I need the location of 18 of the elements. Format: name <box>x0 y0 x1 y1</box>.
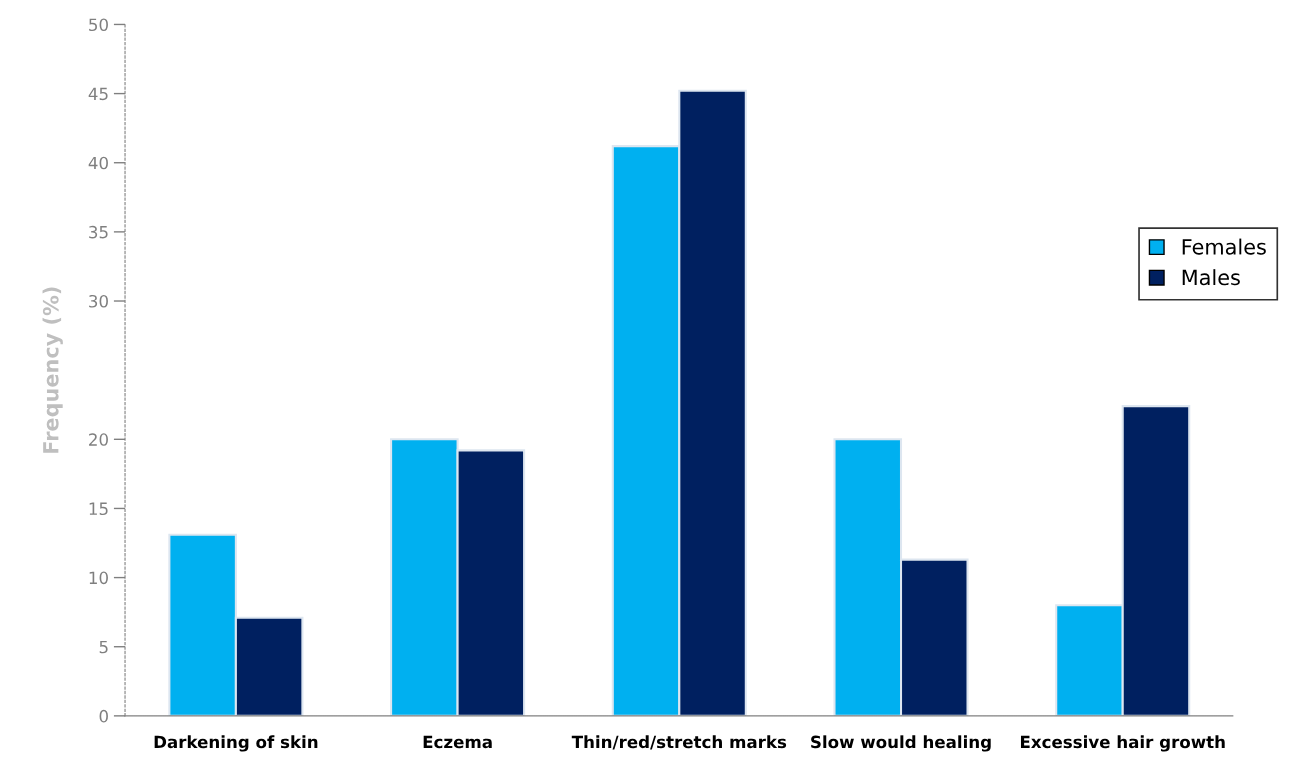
y-tick-label: 20 <box>89 433 108 446</box>
legend-label: Females <box>1182 238 1266 255</box>
y-tick-label: 30 <box>89 294 108 308</box>
x-tick-label: Thin/red/stretch marks <box>571 735 787 750</box>
x-tick-label: Excessive hair growth <box>1020 735 1225 752</box>
y-tick-label: 0 <box>99 709 108 723</box>
x-tick-label: Slow would healing <box>811 735 991 752</box>
y-tick-label: 45 <box>88 87 108 101</box>
y-tick-label: 35 <box>89 225 108 239</box>
y-tick-label: 50 <box>89 18 108 32</box>
y-tick-label: 5 <box>99 640 108 654</box>
y-tick-label: 15 <box>89 502 108 516</box>
x-tick-label: Darkening of skin <box>154 735 318 752</box>
x-tick-label: Eczema <box>423 735 492 749</box>
legend-label: Males <box>1182 269 1240 286</box>
y-axis-title: Frequency (%) <box>42 287 63 453</box>
y-tick-label: 10 <box>89 571 108 585</box>
y-tick-label: 40 <box>88 156 108 170</box>
